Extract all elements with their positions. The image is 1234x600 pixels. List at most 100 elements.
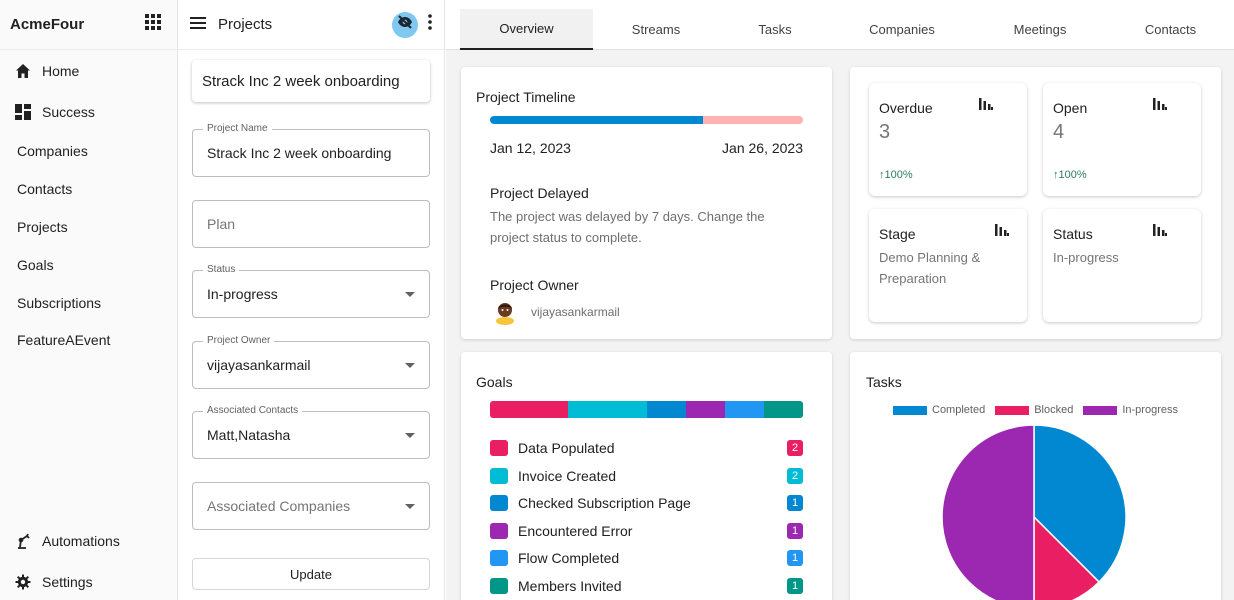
bar-chart-icon[interactable] <box>979 97 993 115</box>
update-button[interactable]: Update <box>192 558 430 590</box>
goal-label: Members Invited <box>518 577 622 594</box>
goal-row[interactable]: Members Invited 1 <box>490 576 803 596</box>
brand-bar: AcmeFour <box>0 0 177 50</box>
more-vert-icon[interactable] <box>428 14 432 35</box>
tab-tasks[interactable]: Tasks <box>758 22 792 37</box>
goal-row[interactable]: Encountered Error 1 <box>490 521 803 541</box>
legend-item-in-progress[interactable]: In-progress <box>1083 404 1178 416</box>
stat-value: 3 <box>879 121 891 143</box>
goal-count-badge: 1 <box>787 550 803 566</box>
goals-bar-segment <box>763 401 803 418</box>
visibility-toggle-button[interactable] <box>392 11 418 38</box>
dropdown-arrow-icon <box>405 363 415 368</box>
goals-bar-segment <box>646 401 686 418</box>
tab-streams[interactable]: Streams <box>631 22 681 37</box>
field-label: Associated Contacts <box>203 405 303 416</box>
goals-stacked-bar <box>490 401 803 418</box>
sidebar-item-automations[interactable]: Automations <box>0 524 177 558</box>
card-title: Project Timeline <box>476 89 576 105</box>
goal-row[interactable]: Flow Completed 1 <box>490 548 803 568</box>
home-icon <box>14 62 32 80</box>
sidebar-item-goals[interactable]: Goals <box>0 248 177 282</box>
goals-bar-segment <box>724 401 764 418</box>
sidebar-item-subscriptions[interactable]: Subscriptions <box>0 286 177 320</box>
goal-label: Encountered Error <box>518 522 633 539</box>
legend-swatch <box>1083 405 1118 415</box>
plan-field[interactable]: Plan <box>192 200 430 248</box>
stat-value: Demo Planning & Preparation <box>879 250 981 286</box>
project-name-field[interactable]: Project Name Strack Inc 2 week onboardin… <box>192 123 430 177</box>
sidebar-item-home[interactable]: Home <box>0 54 177 88</box>
chart-legend: Completed Blocked In-progress <box>850 404 1221 416</box>
goal-swatch <box>490 522 508 539</box>
goal-label: Flow Completed <box>518 550 620 566</box>
bar-chart-icon[interactable] <box>1153 223 1167 241</box>
timeline-end-date: Jan 26, 2023 <box>722 140 803 156</box>
goal-count-badge: 1 <box>787 522 803 539</box>
delay-title: Project Delayed <box>490 185 589 201</box>
goal-swatch <box>490 577 508 594</box>
project-title-card: Strack Inc 2 week onboarding <box>192 60 430 102</box>
tab-companies[interactable]: Companies <box>869 22 935 37</box>
field-label: Project Owner <box>203 335 275 346</box>
associated-companies-select[interactable]: Associated Companies <box>192 482 430 530</box>
project-owner-select[interactable]: Project Owner vijayasankarmail <box>192 335 430 389</box>
legend-item-completed[interactable]: Completed <box>893 404 985 416</box>
stat-title: Overdue <box>879 100 933 116</box>
stat-title: Status <box>1053 226 1093 242</box>
sidebar-item-label: Success <box>42 104 95 120</box>
goal-label: Checked Subscription Page <box>518 495 691 511</box>
tab-bar: Overview Streams Tasks Companies Meeting… <box>446 0 1234 50</box>
pie-slice-blocked[interactable] <box>1033 515 1101 600</box>
sidebar-item-companies[interactable]: Companies <box>0 134 177 168</box>
sidebar-item-label: Home <box>42 63 80 79</box>
tab-overview[interactable]: Overview <box>460 9 593 50</box>
bar-chart-icon[interactable] <box>1153 97 1167 115</box>
sidebar-item-label: Contacts <box>17 181 73 197</box>
goal-swatch <box>490 467 508 484</box>
stat-value: In-progress <box>1053 250 1119 265</box>
field-label: Status <box>203 264 240 275</box>
tasks-pie-chart <box>941 424 1127 600</box>
sidebar-item-label: Companies <box>17 143 88 159</box>
dropdown-arrow-icon <box>405 292 415 297</box>
sidebar-item-contacts[interactable]: Contacts <box>0 172 177 206</box>
field-value: vijayasankarmail <box>207 357 311 373</box>
goal-row[interactable]: Data Populated 2 <box>490 438 803 458</box>
dropdown-arrow-icon <box>405 504 415 509</box>
legend-item-blocked[interactable]: Blocked <box>995 404 1073 416</box>
goals-bar-segment <box>568 401 647 418</box>
stat-value: 4 <box>1053 121 1065 143</box>
legend-swatch <box>995 405 1030 415</box>
app-name: AcmeFour <box>10 16 85 33</box>
goal-row[interactable]: Checked Subscription Page 1 <box>490 493 803 513</box>
goal-row[interactable]: Invoice Created 2 <box>490 466 803 486</box>
stat-status: Status In-progress <box>1043 209 1201 322</box>
pie-slice-in-progress[interactable] <box>941 424 1035 600</box>
associated-contacts-select[interactable]: Associated Contacts Matt,Natasha <box>192 405 430 459</box>
timeline-start-date: Jan 12, 2023 <box>490 140 571 156</box>
tab-meetings[interactable]: Meetings <box>1013 22 1067 37</box>
dashboard-icon <box>14 103 32 121</box>
bar-chart-icon[interactable] <box>995 223 1009 241</box>
goal-count-badge: 2 <box>787 440 803 456</box>
tab-contacts[interactable]: Contacts <box>1144 22 1197 37</box>
field-value: Matt,Natasha <box>207 427 291 443</box>
menu-icon[interactable] <box>190 16 206 34</box>
owner-title: Project Owner <box>490 277 579 293</box>
sidebar-item-featureaevent[interactable]: FeatureAEvent <box>0 323 177 357</box>
field-label: Project Name <box>203 123 272 134</box>
apps-grid-icon[interactable] <box>145 14 161 35</box>
legend-label: Completed <box>932 404 986 416</box>
goal-label: Data Populated <box>518 440 615 456</box>
pie-slice-completed[interactable] <box>1033 424 1127 584</box>
goals-bar-segment <box>685 401 725 418</box>
sidebar-item-projects[interactable]: Projects <box>0 210 177 244</box>
sidebar-item-settings[interactable]: Settings <box>0 565 177 599</box>
status-select[interactable]: Status In-progress <box>192 264 430 318</box>
sidebar-item-label: Goals <box>17 257 54 273</box>
main-content: Overview Streams Tasks Companies Meeting… <box>446 0 1234 600</box>
legend-label: In-progress <box>1122 404 1178 416</box>
sidebar-item-success[interactable]: Success <box>0 95 177 129</box>
stat-stage: Stage Demo Planning & Preparation <box>869 209 1027 322</box>
